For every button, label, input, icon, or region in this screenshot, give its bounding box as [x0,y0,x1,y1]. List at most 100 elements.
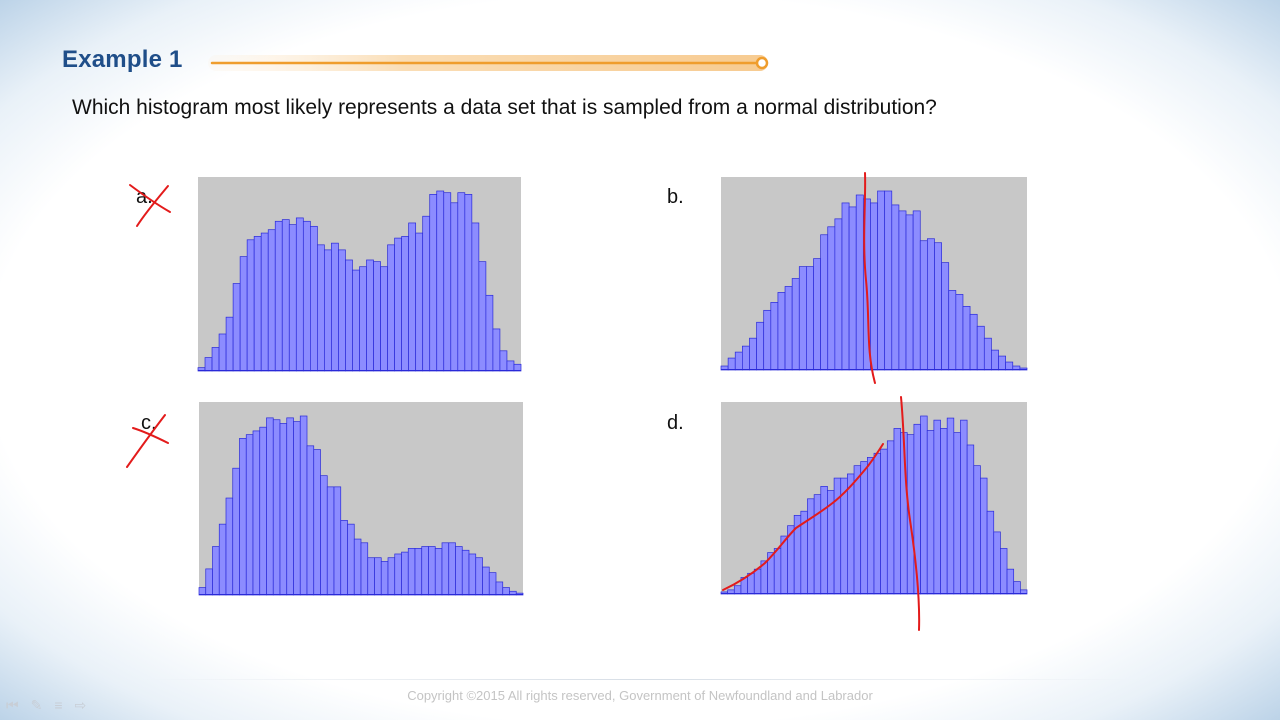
histogram-bar [232,283,241,372]
histogram-bar [848,206,857,371]
histogram-bar [313,449,321,596]
histogram-bar [333,486,342,596]
histogram-bar [326,486,335,596]
histogram-bar [239,256,248,372]
histogram-bar [953,432,961,595]
histogram-bar [948,290,957,371]
histogram-bar [443,192,452,372]
histogram-bar [345,259,353,372]
histogram-bar [394,553,402,596]
histogram-bar [955,294,964,371]
histogram-bar [338,249,346,372]
histogram-bar [464,194,473,372]
histogram-bar [401,551,409,596]
histogram-bar [983,337,992,371]
histogram-bar [870,202,878,371]
histogram-bar [986,510,995,595]
histogram-bar [767,552,775,595]
histogram-bar [394,237,402,372]
histogram-bar [429,194,438,372]
histogram-bar [840,477,848,595]
histogram-bar [421,546,429,596]
histogram-bar [408,222,417,372]
histogram-bar [448,542,456,596]
histogram-bar [760,560,768,595]
player-controls: ⏮ ✎ ≡ ⇨ [6,697,86,714]
histogram-bar [898,210,907,371]
histogram-bar [414,548,423,596]
histogram-bar [834,218,843,371]
histogram-bar [980,477,988,595]
histogram-bar [886,440,895,595]
histogram-bar [733,585,742,595]
histogram-bar [807,498,815,595]
histogram-bar [279,423,288,596]
histogram-bar [475,557,483,596]
histogram-bar [239,438,247,596]
histogram-bar [991,349,999,371]
histogram-bar [499,350,508,372]
histogram-bar [359,266,367,372]
histogram-bar [960,419,968,595]
histogram-bar [488,572,497,596]
histogram-bar [441,542,450,596]
histogram-bar [734,351,743,371]
histogram-bar [926,430,935,595]
histogram-bar [940,428,948,595]
histogram-bar [471,222,480,372]
histogram-bar [820,234,829,371]
next-icon[interactable]: ⇨ [74,697,87,713]
histogram-bar [877,190,886,371]
histogram-bar [847,473,855,595]
histogram-bar [436,190,445,372]
histogram-bar [740,577,748,595]
histogram-bar [274,220,283,372]
histogram-bar [373,261,381,372]
histogram-bar [281,219,290,372]
histogram-bar [205,568,213,596]
histogram-bar [913,423,921,595]
histogram-bar [969,313,978,371]
histogram-bar [770,302,779,371]
histogram-bar [777,292,786,371]
menu-icon[interactable]: ≡ [54,697,63,713]
histogram-bar [893,428,901,595]
histogram-bar [841,202,850,371]
histogram-bar [747,572,755,595]
histogram-bar [340,520,348,596]
pen-icon[interactable]: ✎ [30,697,43,713]
histogram-bar [352,269,360,372]
histogram-bar [478,261,487,372]
histogram-bar [873,452,882,595]
option-label-b: b. [667,186,684,208]
footer-divider [140,679,1140,680]
histogram-bar [773,548,782,595]
histogram-bar [380,266,388,372]
histogram-bar [415,232,424,372]
histogram-bar [211,347,220,372]
histogram-bar [232,467,240,596]
histogram-bar [742,345,750,371]
histogram-bar [753,568,762,595]
histogram-bar [973,465,981,595]
histogram-bar [827,226,836,371]
histogram-bar [1013,581,1021,595]
histogram-bar [867,457,875,595]
option-label-d: d. [667,412,684,434]
histogram-bar [853,465,862,595]
histogram-bar [198,587,207,596]
histogram-bar [428,546,436,596]
histogram-bar [749,337,757,371]
previous-icon[interactable]: ⏮ [6,697,19,713]
histogram-bar [880,448,888,595]
histogram-bar [976,325,985,371]
histogram-bar [862,198,871,371]
histogram-bar [855,194,864,371]
histogram-bar [1005,361,1014,371]
copyright-text: Copyright ©2015 All rights reserved, Gov… [407,688,873,703]
histogram-bar [884,190,893,371]
histogram-bar [293,421,301,596]
histogram-bar [912,210,921,371]
histogram-bar [260,232,269,372]
histogram-bar [434,548,443,596]
